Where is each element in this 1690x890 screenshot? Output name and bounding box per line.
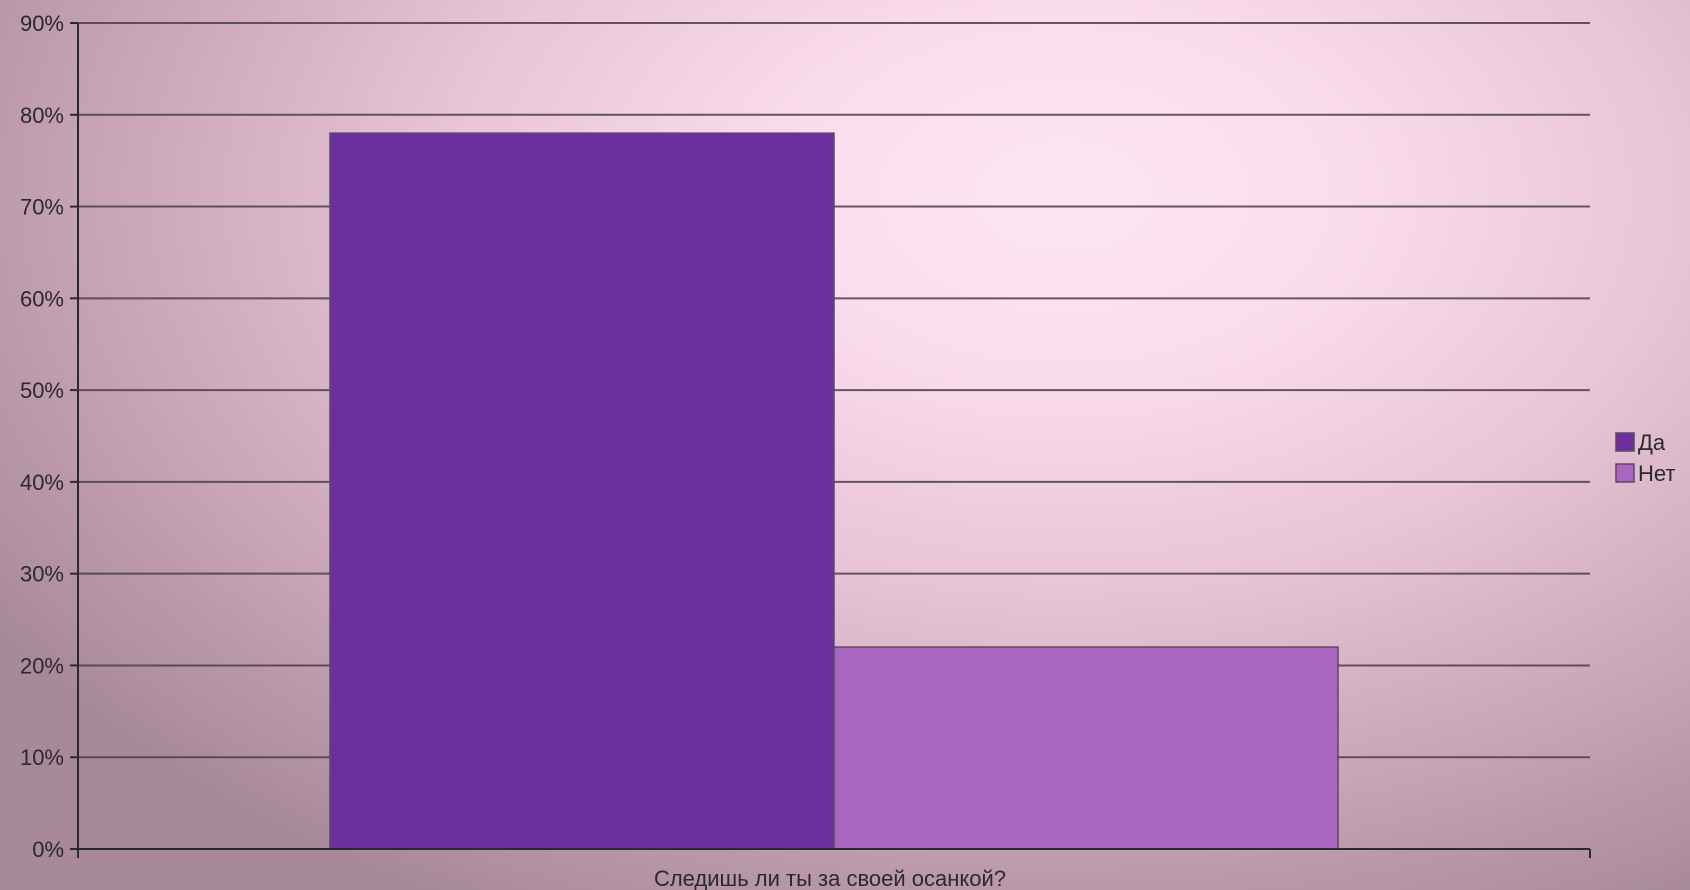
y-tick-label: 60% xyxy=(20,286,64,311)
legend-swatch-net xyxy=(1615,463,1635,483)
y-tick-label: 30% xyxy=(20,562,64,587)
y-tick-label: 50% xyxy=(20,378,64,403)
bars xyxy=(329,132,1339,850)
legend: Да Нет xyxy=(1615,430,1675,486)
y-tick-label: 40% xyxy=(20,470,64,495)
x-category-label: Следишь ли ты за своей осанкой? xyxy=(654,866,1006,890)
y-tick-label: 20% xyxy=(20,653,64,678)
y-tick-label: 10% xyxy=(20,745,64,770)
y-tick-label: 80% xyxy=(20,103,64,128)
y-tick-label: 90% xyxy=(20,11,64,36)
y-tick-label: 70% xyxy=(20,195,64,220)
legend-label-da: Да xyxy=(1638,430,1666,455)
x-axis: Следишь ли ты за своей осанкой? xyxy=(77,848,1591,890)
legend-swatch-da xyxy=(1615,432,1635,452)
y-tick-label: 0% xyxy=(32,837,64,862)
bar-net xyxy=(833,646,1339,850)
bar-da xyxy=(329,132,835,850)
legend-label-net: Нет xyxy=(1638,461,1675,486)
y-axis: 0% 10% 20% 30% 40% 50% 60% 70% 80% 90% xyxy=(20,11,79,862)
